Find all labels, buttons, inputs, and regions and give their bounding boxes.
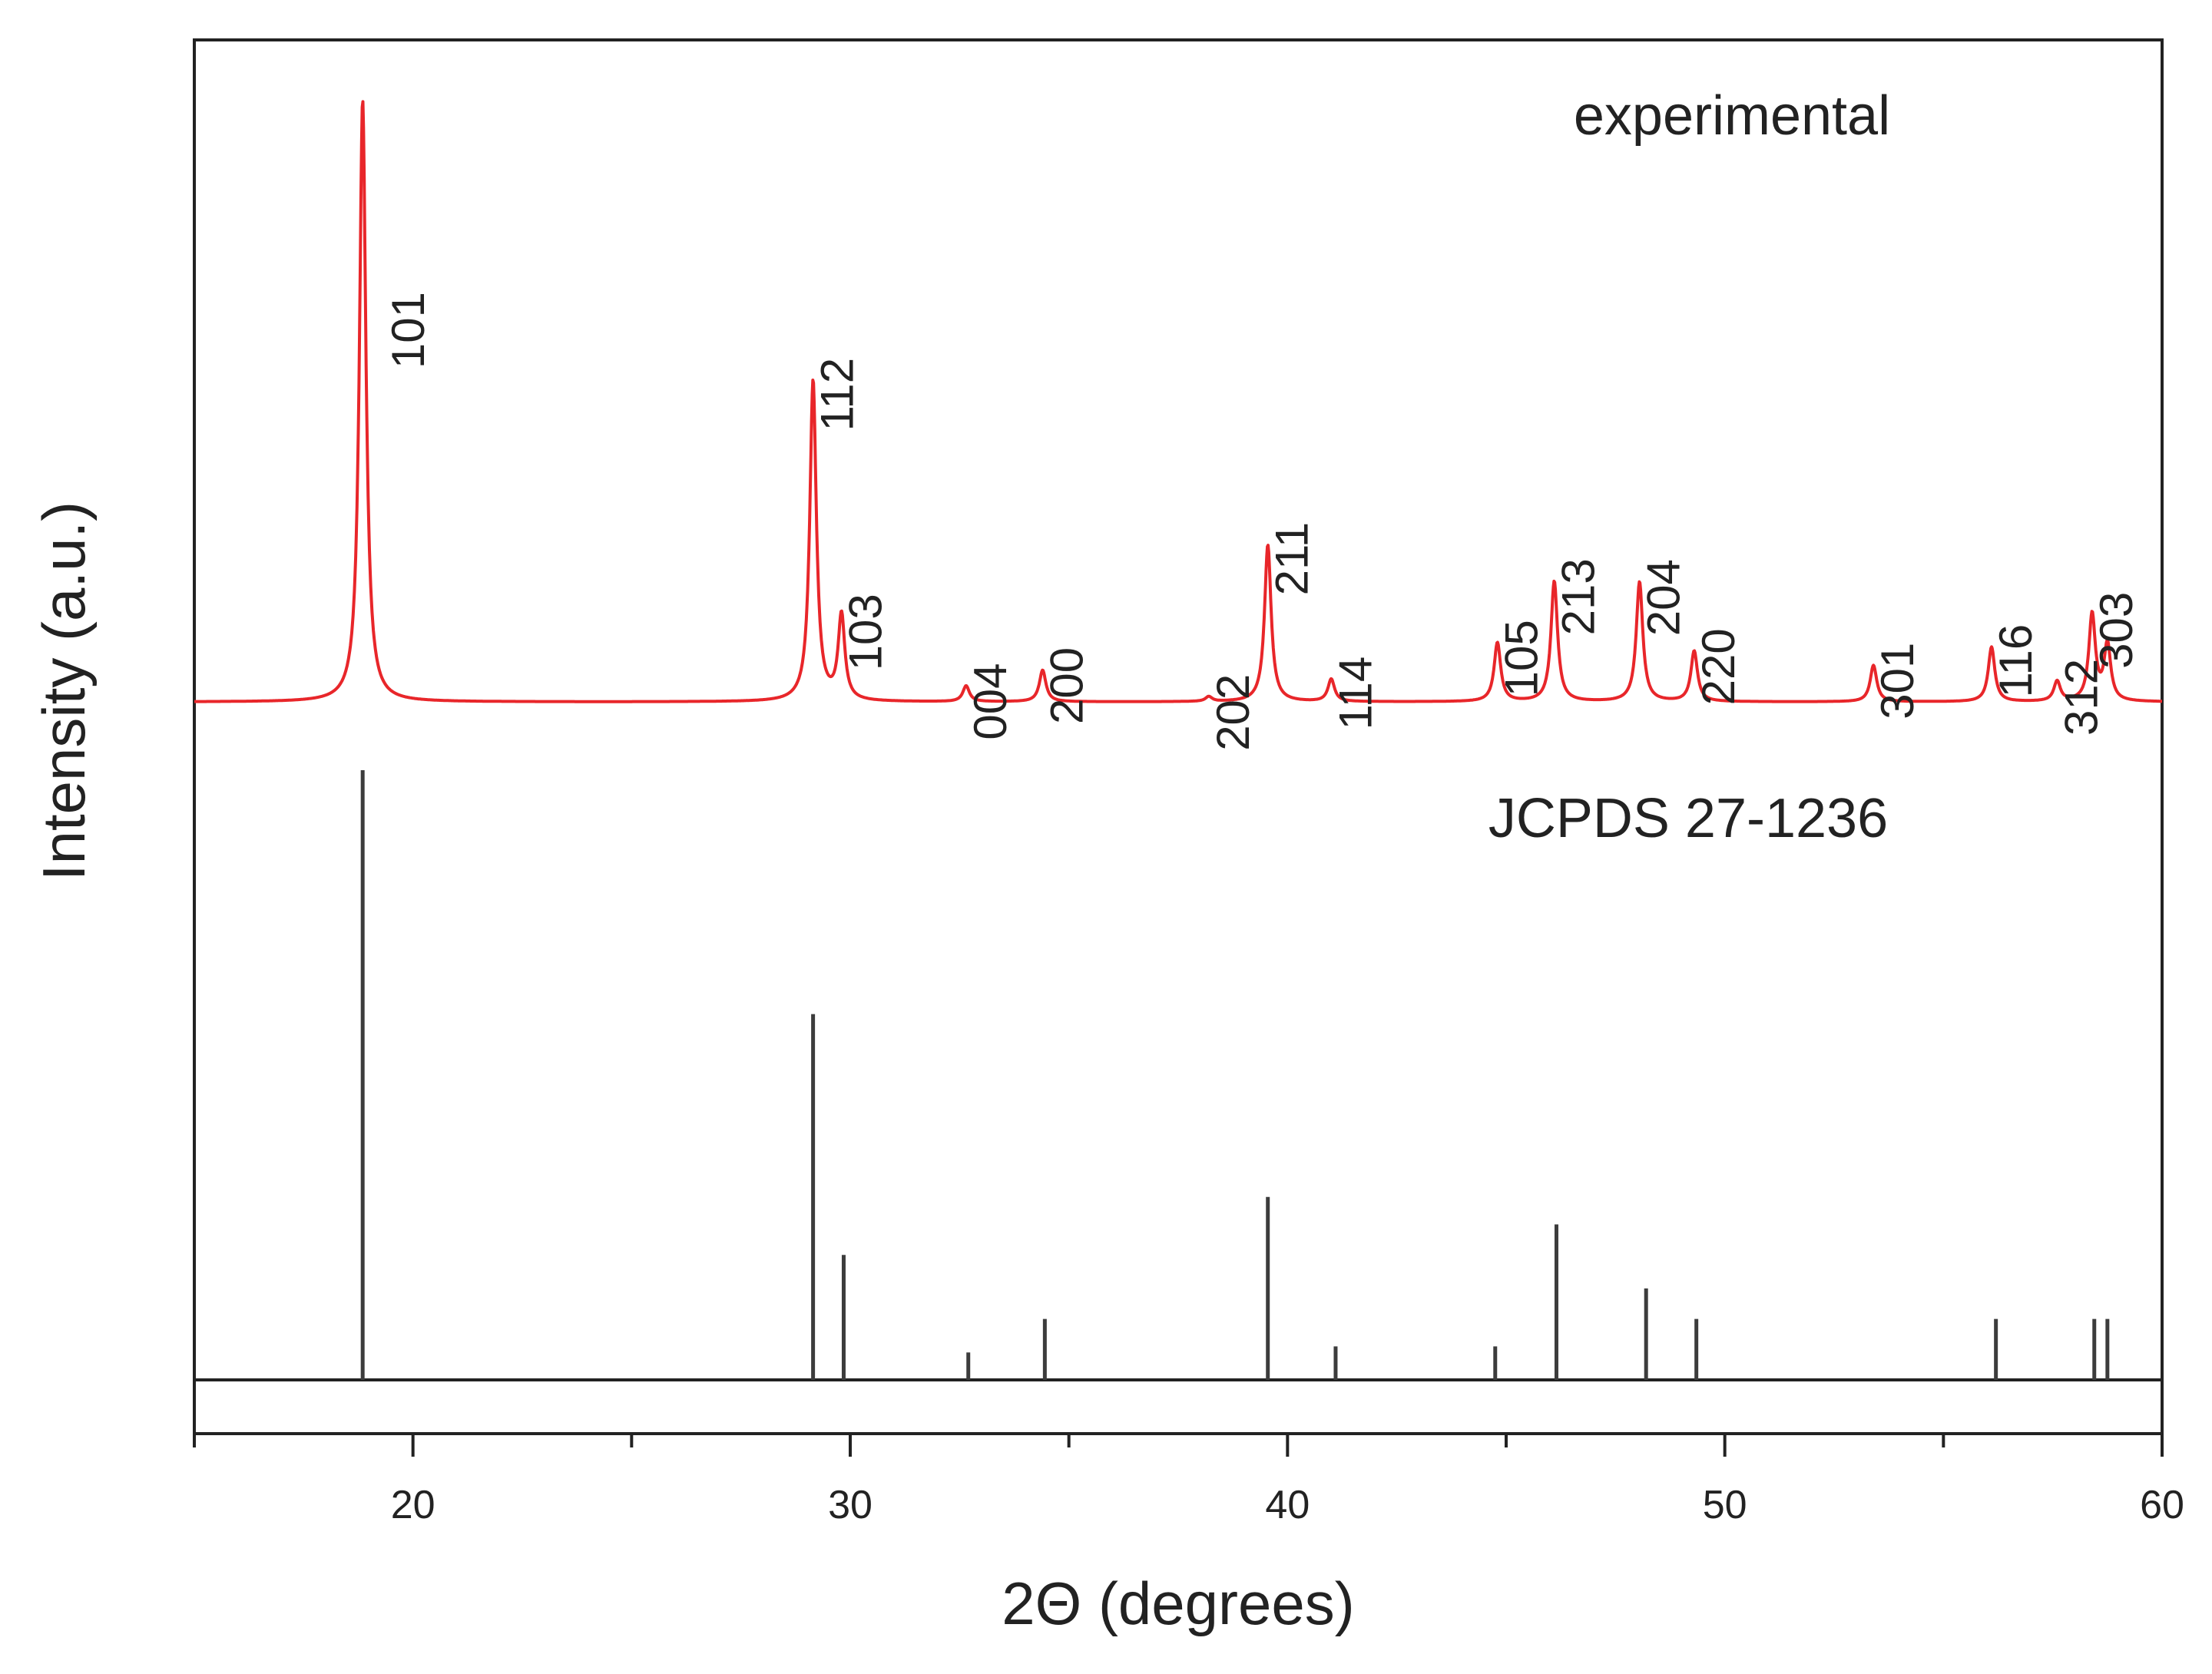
legend-reference: JCPDS 27-1236 [1488,788,1888,849]
peak-label: 303 [2091,592,2142,669]
x-axis-label: 2Θ (degrees) [1002,1570,1355,1637]
peak-label: 101 [382,292,434,369]
x-axis: 20 30 40 50 60 [193,1434,2184,1527]
peak-label: 202 [1207,674,1259,751]
peak-label: 211 [1267,522,1318,596]
peak-label: 114 [1330,657,1381,730]
peak-label: 312 [2055,659,2107,736]
plot-frame [193,38,2164,1435]
peak-label: 004 [965,663,1016,740]
x-tick-label: 20 [391,1483,435,1527]
peak-label: 103 [840,594,892,670]
legend-experimental: experimental [1574,85,1890,147]
peak-label: 220 [1693,628,1744,705]
y-axis-label: Intensity (a.u.) [30,501,98,881]
peak-label: 200 [1041,647,1093,724]
reference-sticks [360,770,2110,1380]
peak-label: 204 [1638,559,1690,636]
x-tick-label: 60 [2140,1483,2184,1527]
x-tick-label: 40 [1265,1483,1310,1527]
peak-label: 116 [1990,624,2041,698]
peak-label: 105 [1496,620,1548,696]
experimental-pattern-line [193,100,2164,703]
x-tick-label: 30 [828,1483,873,1527]
peak-label: 301 [1872,643,1923,720]
experimental-series [193,100,2164,703]
peak-label: 213 [1553,558,1604,635]
x-tick-label: 50 [1703,1483,1747,1527]
peak-label: 112 [812,358,863,432]
